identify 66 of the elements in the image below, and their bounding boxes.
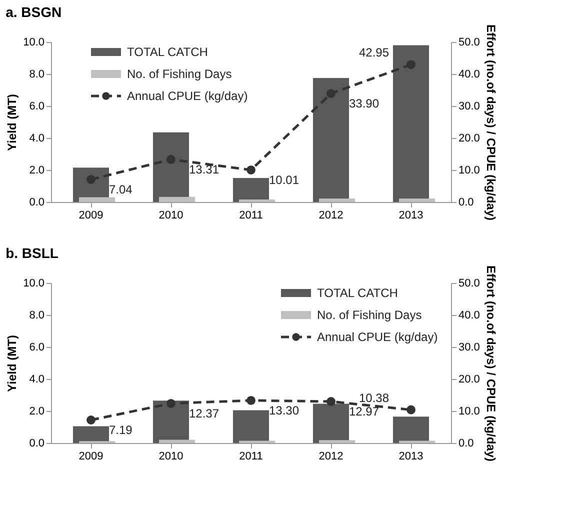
y2-tick-label: 40.0: [458, 310, 480, 322]
point: [246, 396, 256, 405]
y-tick-label: 10.0: [23, 278, 44, 290]
data-label: 10.38: [358, 390, 390, 405]
y-tick-label: 0.0: [29, 438, 44, 450]
data-label: 33.90: [349, 96, 380, 111]
y-tick-label: 2.0: [29, 164, 44, 176]
y-tick-label: 4.0: [29, 374, 44, 386]
y2-tick-label: 10.0: [458, 164, 480, 176]
y2-tick-label: 20.0: [458, 132, 480, 144]
x-tick-label: 2012: [318, 450, 344, 462]
legend-label: TOTAL CATCH: [317, 286, 398, 300]
y-axis-title: Yield (MT): [5, 335, 20, 392]
x-tick-label: 2009: [78, 210, 104, 222]
x-tick-label: 2009: [78, 450, 104, 462]
y-tick-label: 6.0: [29, 100, 44, 112]
point: [86, 416, 96, 424]
y-tick-label: 6.0: [29, 342, 44, 354]
data-label: 13.31: [189, 162, 220, 176]
data-label: 7.04: [109, 182, 133, 196]
y2-axis-title: Effort (no.of days) / CPUE (kg/day): [484, 24, 498, 221]
x-tick-label: 2012: [318, 210, 344, 222]
y-axis-title: Yield (MT): [5, 94, 20, 151]
legend-label: No. of Fishing Days: [127, 67, 232, 81]
data-label: 12.37: [189, 406, 220, 420]
data-label: 7.19: [109, 422, 133, 437]
point: [166, 154, 176, 164]
y2-tick-label: 20.0: [458, 374, 480, 386]
y2-tick-label: 30.0: [458, 342, 480, 354]
x-tick-label: 2013: [398, 210, 424, 222]
point: [166, 398, 176, 408]
y-tick-label: 4.0: [29, 132, 44, 144]
point: [326, 89, 336, 98]
point: [406, 405, 416, 414]
point: [406, 60, 416, 70]
x-tick-label: 2011: [239, 450, 263, 462]
legend-label: Annual CPUE (kg/day): [127, 89, 248, 103]
y2-tick-label: 0.0: [458, 438, 474, 450]
chart-title: b. BSLL: [6, 244, 59, 261]
y2-tick-label: 10.0: [458, 406, 480, 418]
legend-label: TOTAL CATCH: [127, 45, 208, 59]
data-label: 12.97: [349, 404, 380, 418]
y-tick-label: 10.0: [23, 36, 44, 48]
data-label: 13.30: [269, 403, 300, 418]
y-tick-label: 8.0: [29, 68, 44, 80]
y2-axis-title: Effort (no.of days) / CPUE (kg/day): [484, 265, 498, 462]
y2-tick-label: 50.0: [458, 36, 480, 48]
x-tick-label: 2010: [158, 450, 184, 462]
data-label: 10.01: [269, 172, 300, 187]
x-tick-label: 2010: [158, 210, 184, 222]
y-tick-label: 8.0: [29, 310, 44, 322]
y-tick-label: 0.0: [29, 196, 44, 208]
y-tick-label: 2.0: [29, 406, 44, 418]
x-tick-label: 2011: [239, 210, 263, 222]
chart-title: a. BSGN: [6, 4, 62, 20]
y2-tick-label: 0.0: [458, 196, 474, 208]
y2-tick-label: 50.0: [458, 278, 480, 290]
data-label: 42.95: [358, 46, 390, 60]
legend-label: No. of Fishing Days: [317, 308, 422, 322]
point: [86, 175, 96, 184]
x-tick-label: 2013: [398, 450, 424, 462]
point: [326, 397, 336, 406]
legend-label: Annual CPUE (kg/day): [317, 330, 438, 344]
point: [246, 166, 256, 174]
y2-tick-label: 40.0: [458, 68, 480, 80]
y2-tick-label: 30.0: [458, 100, 480, 112]
